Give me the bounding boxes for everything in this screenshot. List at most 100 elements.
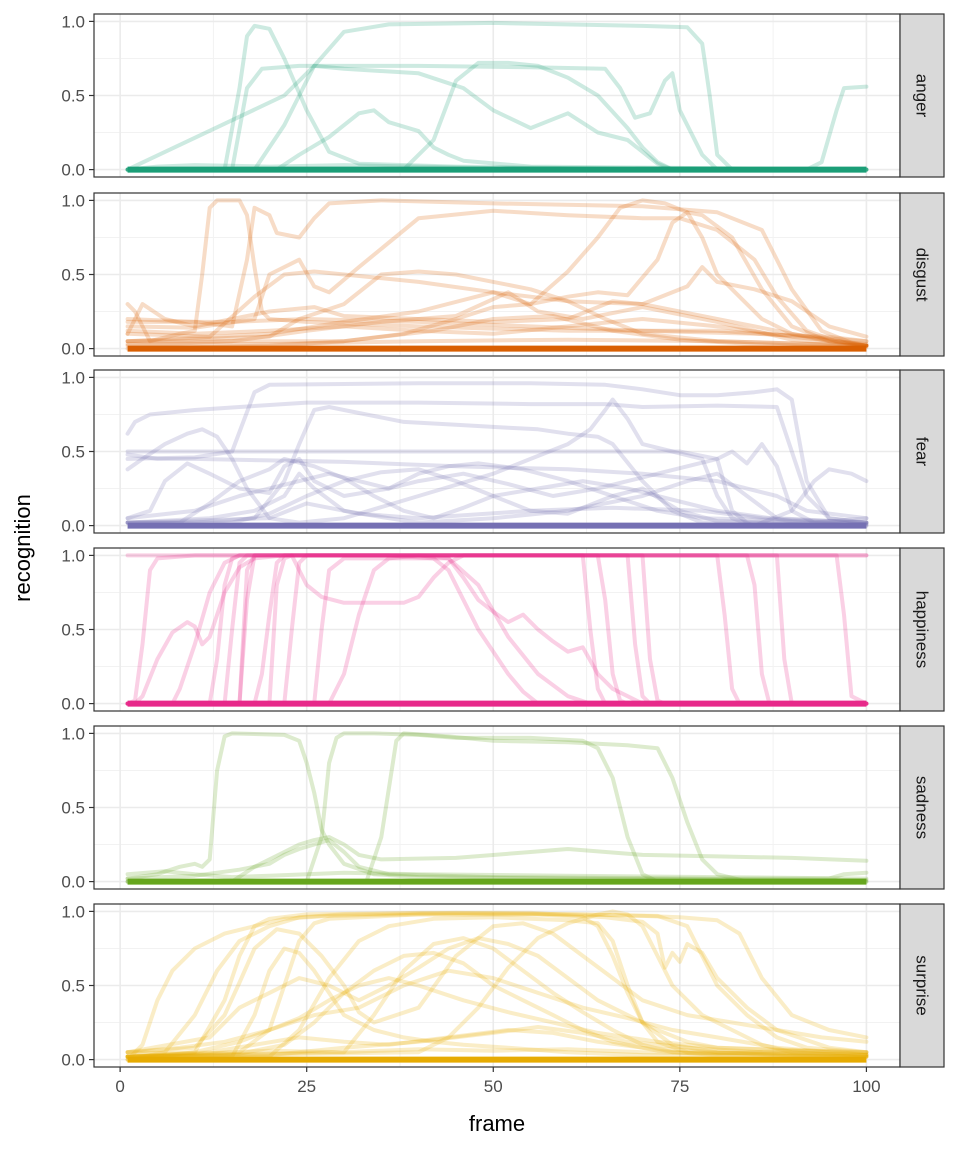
series-line-sadness-3	[125, 731, 869, 884]
series-line-disgust-8	[125, 317, 869, 344]
series-line-fear-7	[125, 442, 869, 525]
y-tick-label: 0.5	[61, 266, 85, 285]
series-line-anger-6	[125, 63, 869, 172]
panel-fear: 0.0 0.5 1.0 fear	[61, 368, 945, 536]
series-line-surprise-14	[125, 1025, 869, 1059]
x-tick-label: 100	[852, 1077, 880, 1096]
series-line-fear-3	[125, 449, 869, 528]
series-line-fear-11	[125, 461, 869, 525]
series-line-disgust-6	[125, 198, 869, 348]
panel-anger: 0.0 0.5 1.0 anger	[61, 12, 945, 180]
series-line-happiness-3	[125, 553, 869, 706]
facet-label-sadness: sadness	[913, 776, 932, 839]
series-lines-sadness	[125, 731, 869, 885]
series-line-surprise-7	[125, 912, 869, 1059]
series-lines-disgust	[125, 198, 869, 352]
series-line-surprise-2	[125, 910, 869, 1062]
facet-label-disgust: disgust	[913, 248, 932, 302]
y-tick-label: 1.0	[61, 368, 85, 387]
series-line-sadness-6	[125, 869, 869, 881]
y-tick-label: 0.5	[61, 87, 85, 106]
series-line-happiness-8	[125, 553, 869, 706]
facet-strip-surprise	[899, 903, 945, 1068]
series-line-happiness-5	[125, 553, 869, 706]
series-line-surprise-13	[125, 976, 869, 1056]
facet-label-surprise: surprise	[913, 955, 932, 1015]
series-line-anger-4	[125, 108, 869, 172]
x-axis: 0 25 50 75 100	[115, 1067, 881, 1096]
series-line-surprise-8	[125, 915, 869, 1059]
series-line-happiness-7	[125, 553, 869, 706]
series-line-surprise-1	[125, 912, 869, 1062]
facet-strip-happiness	[899, 547, 945, 712]
x-axis-title: frame	[469, 1111, 525, 1136]
panel-sadness: 0.0 0.5 1.0 sadness	[61, 724, 945, 892]
grid-happiness	[94, 548, 900, 711]
series-line-happiness-10	[125, 553, 869, 706]
facet-label-anger: anger	[913, 74, 932, 118]
series-line-happiness-13	[125, 553, 869, 706]
series-line-surprise-16	[125, 950, 869, 1059]
y-axis-title: recognition	[10, 494, 35, 602]
series-line-fear-4	[125, 452, 869, 521]
series-line-disgust-10	[125, 290, 869, 348]
y-tick-label: 0.0	[61, 340, 85, 359]
panel-surprise: 0.0 0.5 1.0 surprise	[61, 902, 945, 1070]
series-line-disgust-3	[125, 208, 869, 348]
x-tick-label: 25	[297, 1077, 316, 1096]
grid-fear	[94, 370, 900, 533]
x-tick-label: 50	[484, 1077, 503, 1096]
series-lines-surprise	[125, 909, 869, 1063]
series-line-disgust-11	[125, 314, 869, 351]
series-line-surprise-6	[125, 936, 869, 1055]
y-tick-label: 0.0	[61, 161, 85, 180]
series-line-surprise-15	[125, 1047, 869, 1056]
x-tick-label: 0	[115, 1077, 124, 1096]
y-tick-label: 1.0	[61, 191, 85, 210]
series-line-surprise-5	[125, 946, 869, 1059]
series-line-fear-2	[125, 381, 869, 525]
series-line-disgust-7	[125, 265, 869, 344]
series-line-happiness-12	[125, 556, 869, 706]
series-line-happiness-1	[125, 553, 869, 706]
series-line-surprise-3	[125, 910, 869, 1062]
series-line-fear-6	[125, 405, 869, 528]
series-line-disgust-13	[125, 337, 869, 348]
series-line-surprise-12	[125, 1028, 869, 1059]
y-tick-label: 0.0	[61, 695, 85, 714]
series-line-fear-10	[125, 467, 869, 527]
series-line-disgust-12	[125, 317, 869, 347]
facet-strip-anger	[899, 13, 945, 178]
y-tick-label: 0.5	[61, 621, 85, 640]
facet-label-happiness: happiness	[913, 591, 932, 669]
y-tick-label: 0.5	[61, 443, 85, 462]
facet-label-fear: fear	[913, 437, 932, 467]
series-line-happiness-11	[125, 553, 869, 706]
series-line-surprise-10	[125, 909, 869, 1059]
series-line-disgust-2	[125, 198, 869, 348]
series-line-happiness-6	[125, 553, 869, 706]
series-line-fear-8	[125, 456, 869, 527]
y-tick-label: 0.5	[61, 977, 85, 996]
facet-strip-fear	[899, 369, 945, 534]
series-line-disgust-9	[125, 299, 869, 348]
panel-happiness: 0.0 0.5 1.0 happiness	[61, 546, 945, 714]
series-line-disgust-1	[125, 198, 869, 344]
y-tick-label: 0.5	[61, 799, 85, 818]
y-tick-label: 1.0	[61, 12, 85, 31]
series-line-fear-12	[125, 501, 869, 525]
series-lines-fear	[125, 381, 869, 529]
series-line-surprise-4	[125, 921, 869, 1055]
facet-strip-sadness	[899, 725, 945, 890]
series-line-anger-3	[125, 20, 869, 172]
series-lines-happiness	[125, 553, 869, 707]
series-line-sadness-4	[125, 835, 869, 884]
y-tick-label: 0.0	[61, 517, 85, 536]
panel-disgust: 0.0 0.5 1.0 disgust	[61, 191, 945, 359]
y-tick-label: 0.0	[61, 873, 85, 892]
y-tick-label: 1.0	[61, 902, 85, 921]
series-line-anger-2	[125, 63, 869, 172]
y-tick-label: 1.0	[61, 724, 85, 743]
y-tick-label: 0.0	[61, 1051, 85, 1070]
